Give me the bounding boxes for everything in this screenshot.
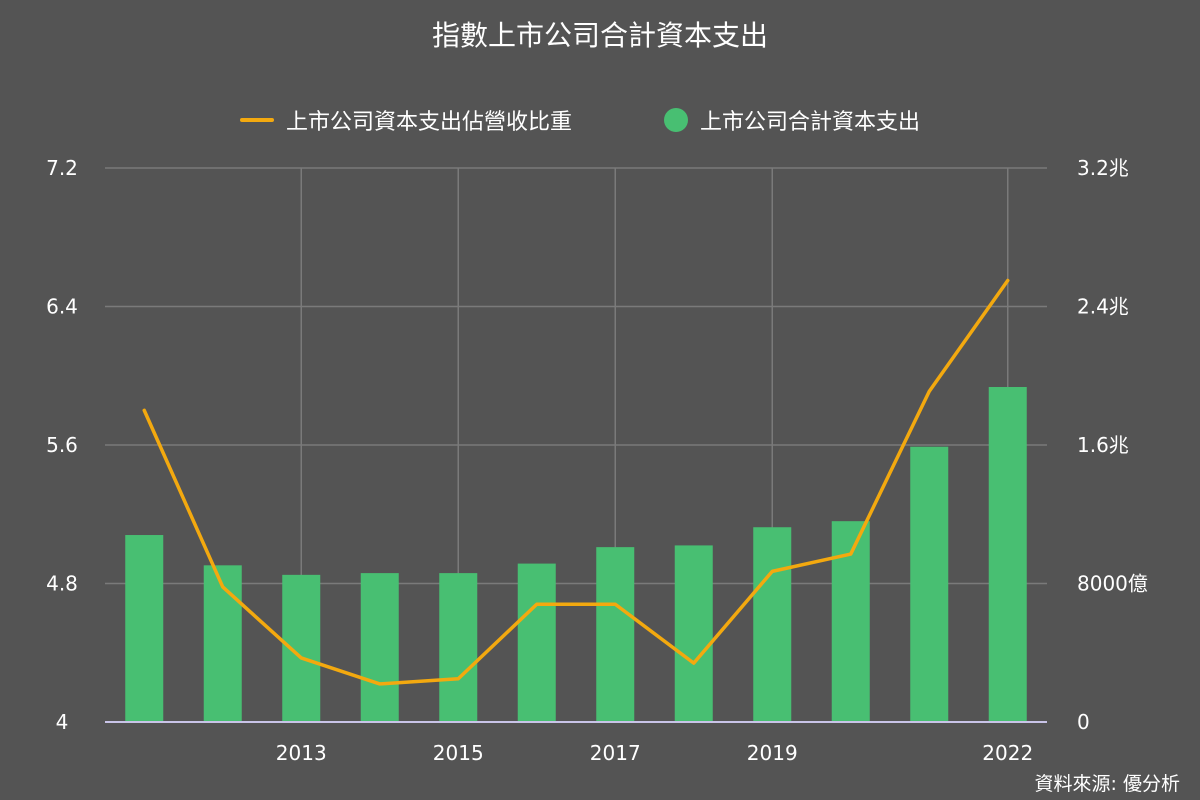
y-right-tick-label: 2.4兆 xyxy=(1077,295,1129,319)
legend-line-marker xyxy=(240,118,274,122)
y-left-tick-label: 5.6 xyxy=(46,433,78,457)
y-left-tick-label: 4 xyxy=(56,710,69,734)
bar-2019 xyxy=(753,527,792,722)
legend-item-bar-series[interactable]: 上市公司合計資本支出 xyxy=(664,104,920,136)
bar-2011 xyxy=(125,535,164,722)
x-tick-label: 2019 xyxy=(747,741,798,765)
grid-lines xyxy=(105,167,1047,722)
bar-2014 xyxy=(360,573,399,722)
y-right-tick-label: 8000億 xyxy=(1077,572,1148,596)
bar-2012 xyxy=(203,565,242,722)
bar-2016 xyxy=(517,563,556,722)
legend-item-line-series[interactable]: 上市公司資本支出佔營收比重 xyxy=(240,104,572,136)
chart-title: 指數上市公司合計資本支出 xyxy=(431,19,768,52)
bar-2022 xyxy=(988,387,1027,722)
source-note: 資料來源: 優分析 xyxy=(1034,773,1180,795)
bar-2018 xyxy=(674,545,713,722)
chart-legend: 上市公司資本支出佔營收比重 上市公司合計資本支出 xyxy=(0,104,1200,136)
line-series xyxy=(142,278,1010,686)
bar-series xyxy=(125,387,1027,722)
bar-2013 xyxy=(282,574,321,722)
y-left-tick-label: 6.4 xyxy=(46,295,78,319)
bar-2015 xyxy=(439,573,478,722)
x-tick-label: 2015 xyxy=(433,741,484,765)
y-left-tick-label: 7.2 xyxy=(46,156,78,180)
legend-label-line-series: 上市公司資本支出佔營收比重 xyxy=(286,110,573,135)
x-tick-label: 2022 xyxy=(982,741,1033,765)
y-right-tick-label: 1.6兆 xyxy=(1077,433,1129,457)
x-tick-label: 2017 xyxy=(590,741,641,765)
y-left-tick-label: 4.8 xyxy=(46,572,78,596)
tick-labels: 4 4.8 5.6 6.4 7.2 0 8000億 1.6兆 2.4兆 3.2兆 2013 2015 2… xyxy=(46,156,1148,765)
y-right-tick-label: 3.2兆 xyxy=(1077,156,1129,180)
bar-2021 xyxy=(910,446,949,722)
x-tick-label: 2013 xyxy=(276,741,327,765)
bar-2017 xyxy=(596,547,635,722)
ratio-line xyxy=(142,278,1010,686)
legend-label-bar-series: 上市公司合計資本支出 xyxy=(700,110,921,135)
legend-circle-marker xyxy=(664,108,688,132)
y-right-tick-label: 0 xyxy=(1077,710,1090,734)
